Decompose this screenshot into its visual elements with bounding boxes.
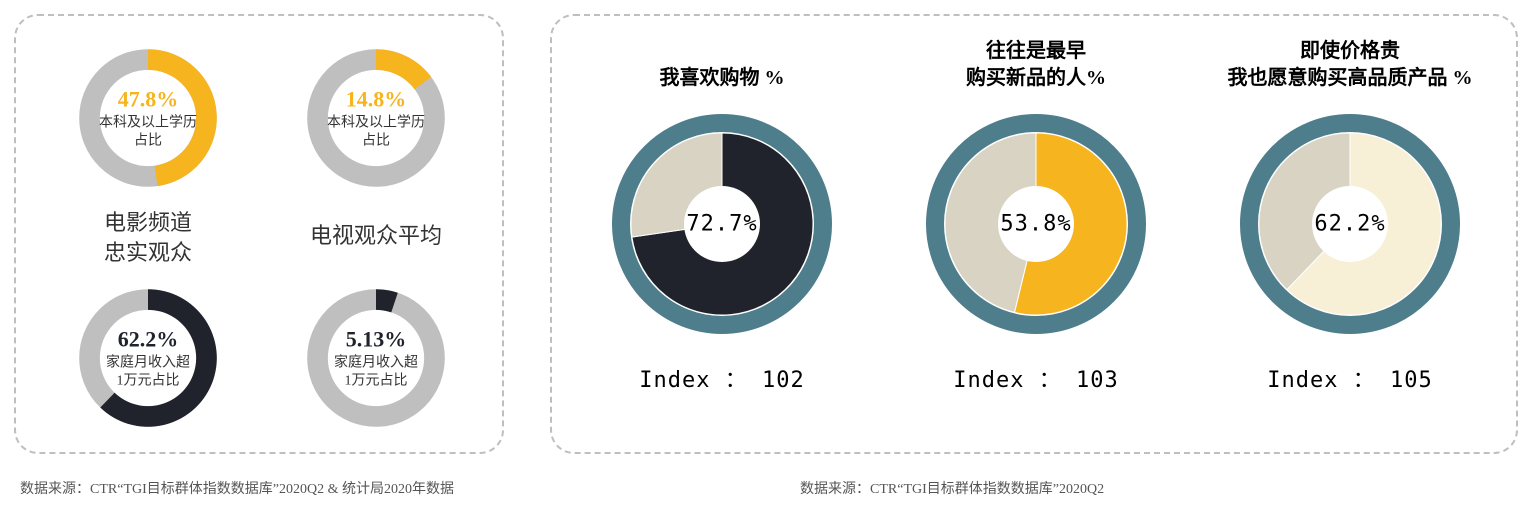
- big-donut-pct: 62.2%: [1314, 212, 1385, 237]
- left-col2-label: 电视观众平均: [266, 221, 486, 251]
- big-donut-pct: 72.7%: [686, 212, 757, 237]
- index-label: Index ： 105: [1200, 362, 1500, 394]
- right-panel: 我喜欢购物 % 72.7% Index ： 102 往往是最早 购买新品的人% …: [550, 14, 1518, 454]
- big-title: 我喜欢购物 %: [572, 32, 872, 92]
- donut-pct: 5.13%: [306, 327, 446, 353]
- donut-edu-avg: 14.8% 本科及以上学历 占比: [290, 32, 462, 204]
- source-right: 数据来源：CTR“TGI目标群体指数数据库”2020Q2: [800, 478, 1104, 498]
- index-label: Index ： 102: [572, 362, 872, 394]
- donut-desc: 家庭月收入超 1万元占比: [78, 355, 218, 390]
- big-cell-early-adopter: 往往是最早 购买新品的人% 53.8% Index ： 103: [886, 32, 1186, 394]
- big-title: 往往是最早 购买新品的人%: [886, 32, 1186, 92]
- big-donut: 72.7%: [602, 104, 842, 344]
- big-donut-pct: 53.8%: [1000, 212, 1071, 237]
- donut-income-loyal: 62.2% 家庭月收入超 1万元占比: [62, 272, 234, 444]
- donut-desc: 本科及以上学历 占比: [78, 115, 218, 150]
- source-left: 数据来源：CTR“TGI目标群体指数数据库”2020Q2 & 统计局2020年数…: [20, 478, 454, 498]
- donut-income-avg: 5.13% 家庭月收入超 1万元占比: [290, 272, 462, 444]
- donut-pct: 14.8%: [306, 87, 446, 113]
- donut-pct: 62.2%: [78, 327, 218, 353]
- big-cell-like-shopping: 我喜欢购物 % 72.7% Index ： 102: [572, 32, 872, 394]
- big-donut: 62.2%: [1230, 104, 1470, 344]
- index-label: Index ： 103: [886, 362, 1186, 394]
- big-donut: 53.8%: [916, 104, 1156, 344]
- big-cell-premium-willing: 即使价格贵 我也愿意购买高品质产品 % 62.2% Index ： 105: [1200, 32, 1500, 394]
- left-col1-label: 电影频道 忠实观众: [38, 208, 258, 267]
- left-panel: 47.8% 本科及以上学历 占比 14.8% 本科及以上学历 占比 电影频道 忠…: [14, 14, 504, 454]
- donut-desc: 家庭月收入超 1万元占比: [306, 355, 446, 390]
- donut-pct: 47.8%: [78, 87, 218, 113]
- donut-edu-loyal: 47.8% 本科及以上学历 占比: [62, 32, 234, 204]
- big-title: 即使价格贵 我也愿意购买高品质产品 %: [1200, 32, 1500, 92]
- donut-desc: 本科及以上学历 占比: [306, 115, 446, 150]
